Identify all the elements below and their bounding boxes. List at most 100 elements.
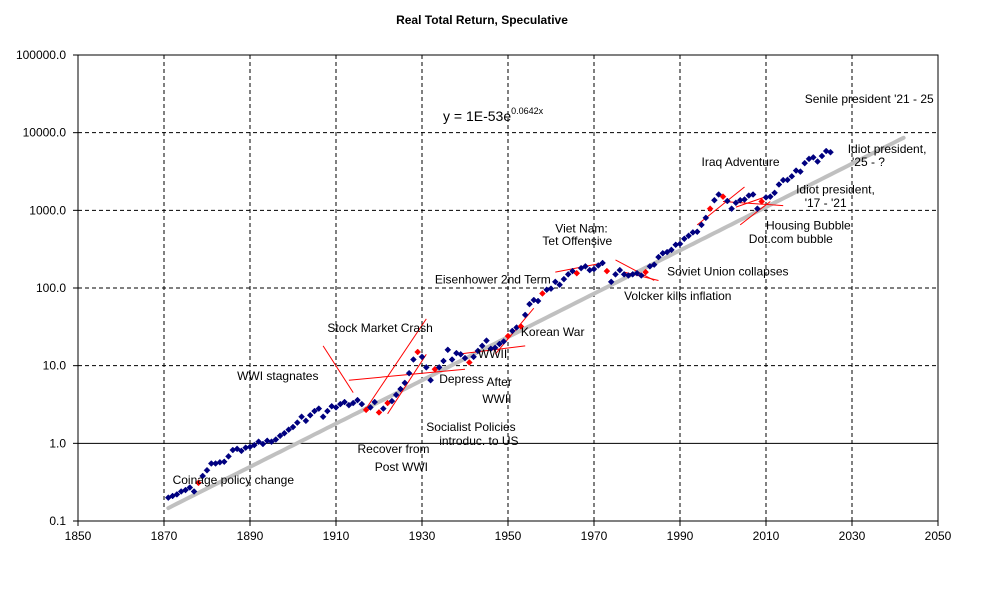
data-point	[500, 338, 508, 345]
data-point	[311, 407, 318, 415]
data-point	[607, 278, 615, 286]
y-tick-label: 1000.0	[29, 203, 66, 217]
data-point	[268, 438, 275, 446]
trendline-curve	[166, 135, 906, 511]
red-trend-segment	[348, 368, 466, 381]
data-point	[474, 347, 482, 355]
data-point	[306, 411, 314, 419]
annotation-label: introduc. to US	[439, 434, 518, 448]
annotation-label: Housing Bubble	[766, 218, 851, 232]
data-point	[259, 440, 267, 448]
data-point	[422, 364, 430, 371]
data-point	[444, 346, 452, 354]
red-trend-segment	[365, 318, 427, 409]
data-point	[250, 441, 258, 449]
annotation-label: Viet Nam:	[555, 221, 607, 235]
data-point	[401, 379, 409, 387]
data-point	[319, 413, 327, 421]
data-point	[203, 466, 211, 474]
data-point	[414, 348, 422, 356]
data-point	[483, 337, 490, 344]
data-point	[332, 404, 340, 411]
data-point	[521, 311, 529, 319]
annotation-label: Idiot president,	[848, 142, 927, 156]
data-point	[199, 472, 207, 480]
data-point	[809, 154, 817, 161]
data-point	[504, 332, 512, 340]
data-point	[405, 369, 413, 377]
x-tick-label: 1930	[409, 529, 436, 543]
data-point	[547, 285, 555, 293]
data-point	[349, 399, 357, 407]
annotations: Coinage policy change WWI stagnates Stock …	[173, 92, 934, 487]
data-point	[801, 159, 809, 167]
annotation-label: Volcker kills inflation	[624, 289, 731, 303]
data-point	[556, 281, 563, 289]
data-point	[814, 158, 821, 165]
data-point	[302, 417, 310, 425]
red-trend-segment	[735, 196, 767, 208]
data-point	[603, 267, 611, 275]
x-tick-label: 1850	[65, 529, 92, 543]
data-point	[190, 488, 198, 495]
chart-title: Real Total Return, Speculative	[396, 13, 568, 27]
data-point	[324, 407, 331, 415]
annotation-label: Korean War	[521, 325, 585, 339]
red-trend-segment	[739, 201, 771, 226]
data-point	[728, 205, 735, 213]
data-point	[771, 189, 778, 197]
data-point	[427, 376, 434, 384]
data-point	[706, 205, 714, 213]
x-tick-label: 2010	[753, 529, 780, 543]
x-tick-label: 1950	[495, 529, 522, 543]
red-trend-segment	[322, 345, 354, 393]
data-point	[711, 196, 718, 204]
data-point	[560, 275, 568, 283]
annotation-label: Depress	[439, 372, 484, 386]
annotation-label: Recover from	[358, 442, 430, 456]
data-point	[637, 272, 645, 279]
annotation-label: '17 - '21	[805, 196, 847, 210]
annotation-label: Senile president '21 - 25	[805, 92, 934, 106]
x-tick-label: 1970	[581, 529, 608, 543]
trend-equation: y = 1E-53e0.0642x	[443, 106, 544, 124]
data-point	[371, 398, 379, 406]
data-point	[599, 259, 606, 267]
data-point	[457, 350, 465, 358]
annotation-label: WWII	[478, 347, 507, 361]
data-point	[238, 447, 245, 455]
data-point	[358, 400, 366, 408]
annotation-label: WWII	[482, 392, 511, 406]
annotation-label: Iraq Adventure	[702, 155, 780, 169]
data-point	[582, 262, 589, 270]
data-point	[345, 401, 353, 409]
data-point	[741, 196, 748, 203]
data-point	[569, 267, 576, 275]
data-point	[418, 353, 426, 361]
annotation-label: Eisenhower 2nd Term	[435, 272, 551, 286]
data-point	[594, 262, 602, 269]
data-point	[715, 191, 723, 198]
data-point	[534, 297, 542, 305]
data-point	[642, 268, 649, 276]
annotation-label: Coinage policy change	[173, 473, 295, 487]
data-point	[749, 191, 757, 198]
data-point	[354, 396, 361, 404]
data-point	[397, 385, 404, 393]
data-point	[754, 205, 761, 213]
data-point	[182, 486, 189, 494]
data-point	[461, 354, 469, 362]
data-point	[173, 491, 181, 498]
data-point	[616, 266, 624, 274]
annotation-label: Tet Offensive	[542, 234, 612, 248]
data-point	[676, 240, 684, 248]
data-point	[272, 436, 280, 443]
red-trend-segment	[722, 200, 784, 207]
y-tick-label: 1.0	[49, 436, 66, 450]
data-point	[775, 181, 783, 188]
data-point	[539, 290, 546, 297]
annotation-label: '25 - ?	[852, 155, 885, 169]
x-tick-label: 1870	[151, 529, 178, 543]
annotation-label: Idiot president,	[796, 182, 875, 196]
data-point	[508, 327, 516, 335]
